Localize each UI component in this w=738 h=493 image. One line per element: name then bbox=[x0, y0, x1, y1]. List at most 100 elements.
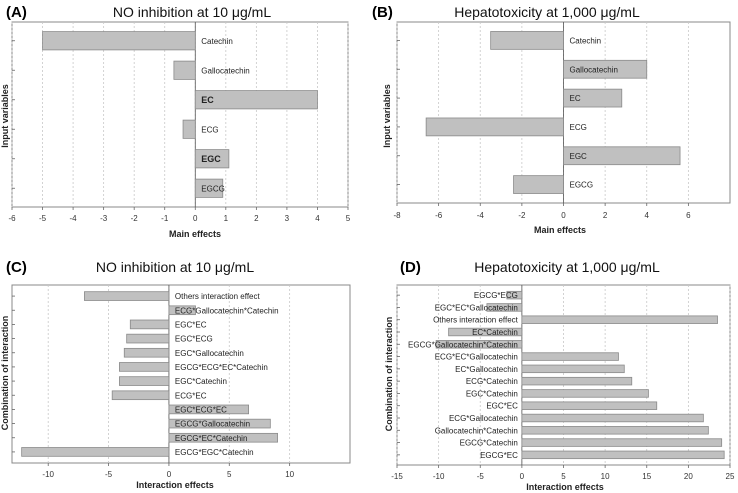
panel-c-bar bbox=[168, 418, 271, 429]
panel-d-xtick-label: 25 bbox=[726, 472, 735, 481]
panel-a-xtick-label: -6 bbox=[8, 214, 16, 223]
panel-a-category-label: EC bbox=[201, 95, 214, 105]
panel-d-category-label: EGC*EC bbox=[486, 402, 518, 411]
panel-d-bar bbox=[435, 340, 523, 349]
panel-d-xtick-label: -10 bbox=[433, 472, 445, 481]
panel-d-bar bbox=[521, 401, 658, 410]
panel-a-xtick-label: -1 bbox=[161, 214, 169, 223]
panel-c-category-label: ECG*EC bbox=[175, 391, 207, 400]
panel-a-xtick-label: -4 bbox=[70, 214, 78, 223]
panel-b-bar bbox=[563, 59, 648, 79]
panel-c-bar bbox=[111, 390, 170, 401]
panel-d-category-label: ECG*EC*Gallocatechin bbox=[435, 353, 518, 362]
panel-c-category-label: EGC*ECG*EC bbox=[175, 405, 227, 414]
panel-b-xtick-label: -4 bbox=[477, 211, 485, 220]
panel-a-xtick-label: 5 bbox=[346, 214, 351, 223]
panel-d-bar bbox=[506, 290, 523, 300]
panel-b-bar bbox=[490, 31, 564, 50]
panel-a-category-label: EGCG bbox=[201, 184, 225, 193]
panel-a-xtick-label: 1 bbox=[224, 214, 229, 223]
panel-c-xtick-label: -10 bbox=[42, 470, 54, 479]
panel-c-bar bbox=[119, 362, 170, 372]
panel-c-category-label: EGC*Catechin bbox=[175, 377, 227, 386]
panel-b-xlabel: Main effects bbox=[534, 225, 586, 235]
panel-a-bar bbox=[194, 178, 224, 198]
panel-b-category-label: Gallocatechin bbox=[570, 65, 618, 74]
panel-a-label: (A) bbox=[6, 4, 27, 21]
panel-d-xlabel: Interaction effects bbox=[526, 482, 604, 492]
panel-b: (B) Hepatotoxicity at 1,000 μg/mL Main e… bbox=[372, 4, 731, 235]
panel-c-category-label: EGC*EC bbox=[175, 320, 207, 329]
panel-a-title: NO inhibition at 10 μg/mL bbox=[113, 4, 271, 20]
panel-c-bar bbox=[21, 447, 170, 457]
panel-a-category-label: Catechin bbox=[201, 37, 233, 46]
panel-b-xtick-label: -6 bbox=[435, 211, 443, 220]
panel-a-xtick-label: -2 bbox=[131, 214, 139, 223]
panel-b-category-label: ECG bbox=[570, 123, 587, 132]
panel-d-category-label: ECG*Catechin bbox=[466, 377, 518, 386]
panel-c-bar bbox=[126, 333, 170, 344]
panel-a-bar bbox=[42, 31, 196, 51]
panel-a-category-label: ECG bbox=[201, 125, 218, 134]
panel-d-category-label: EGCG*EC bbox=[480, 451, 518, 460]
panel-d-plot: -15 -10 -5 0 5 10 15 20 25 EGCG*ECG EGC*EC*Galloca… bbox=[391, 284, 735, 481]
panel-c-category-label: EGC*ECG bbox=[175, 335, 213, 344]
panel-c-xtick-label: 10 bbox=[285, 470, 294, 479]
panel-a-bar bbox=[194, 149, 230, 169]
panel-b-category-label: EC bbox=[570, 94, 581, 103]
panel-a: (A) NO inhibition at 10 μg/mL Main effec… bbox=[0, 4, 351, 239]
panel-d-xtick-label: 0 bbox=[520, 472, 525, 481]
panel-d-bar bbox=[521, 450, 725, 460]
panel-b-bar bbox=[563, 146, 681, 166]
panel-b-title: Hepatotoxicity at 1,000 μg/mL bbox=[454, 4, 640, 20]
panel-c-xtick-label: 0 bbox=[167, 470, 172, 479]
panel-c-xtick-label: 5 bbox=[227, 470, 232, 479]
panel-b-plot: -8 -6 -4 -2 0 2 4 6 Catechin Gallocatechin EC ECG EG… bbox=[393, 21, 731, 220]
panel-d-category-label: Gallocatechin*Catechin bbox=[435, 426, 518, 435]
panel-d-category-label: EGC*Catechin bbox=[466, 389, 518, 398]
panel-b-category-label: Catechin bbox=[570, 36, 602, 45]
panel-d-xtick-label: -15 bbox=[391, 472, 403, 481]
panel-c-bar bbox=[84, 291, 170, 301]
panel-a-bar bbox=[173, 60, 196, 80]
panel-a-category-label: EGC bbox=[201, 154, 221, 164]
panel-d-xtick-label: 15 bbox=[642, 472, 651, 481]
panel-a-bar bbox=[194, 90, 318, 110]
panel-b-category-label: EGCG bbox=[570, 181, 594, 190]
panel-d-xtick-label: 20 bbox=[684, 472, 693, 481]
panel-a-xtick-label: -5 bbox=[39, 214, 47, 223]
panel-a-plot: -6 -5 -4 -3 -2 -1 0 1 2 3 4 5 Catechin Gallocatechin E… bbox=[8, 21, 351, 223]
panel-a-ylabel: Input variables bbox=[0, 84, 10, 148]
panel-c-category-label: EGC*Gallocatechin bbox=[175, 349, 244, 358]
panel-c-category-label: ECG*Gallocatechin*Catechin bbox=[175, 306, 279, 315]
panel-d-title: Hepatotoxicity at 1,000 μg/mL bbox=[474, 259, 660, 275]
panel-c-ylabel: Combination of interaction bbox=[0, 316, 10, 431]
panel-d-ylabel: Combination of interaction bbox=[384, 317, 394, 432]
panel-b-xtick-label: -8 bbox=[393, 211, 401, 220]
panel-a-bar bbox=[182, 119, 196, 139]
panel-c-category-label: Others interaction effect bbox=[175, 292, 261, 301]
panel-a-xtick-label: 3 bbox=[285, 214, 290, 223]
panel-a-xtick-label: -3 bbox=[100, 214, 108, 223]
panel-c-bar bbox=[119, 376, 170, 386]
panel-d-bar bbox=[521, 352, 619, 361]
panel-b-bar bbox=[425, 117, 564, 137]
panel-c-title: NO inhibition at 10 μg/mL bbox=[96, 259, 254, 275]
panel-c-bar bbox=[129, 319, 170, 330]
panel-b-xtick-label: 0 bbox=[561, 211, 566, 220]
panel-d-category-label: Others interaction effect bbox=[433, 316, 519, 325]
panel-d-category-label: EC*Gallocatechin bbox=[455, 365, 518, 374]
panel-d-bar bbox=[521, 364, 625, 374]
panel-b-ylabel: Input variables bbox=[382, 84, 392, 148]
panel-d-category-label: EGCG*ECG bbox=[474, 291, 518, 300]
panel-b-bar bbox=[563, 88, 623, 108]
panel-c-xlabel: Interaction effects bbox=[136, 480, 214, 490]
panel-d-bar bbox=[521, 426, 709, 435]
panel-d-category-label: ECG*Gallocatechin bbox=[449, 414, 518, 423]
panel-a-xtick-label: 0 bbox=[193, 214, 198, 223]
panel-b-xtick-label: 2 bbox=[603, 211, 608, 220]
panel-d-category-label: EGCG*Gallocatechin*Catechin bbox=[408, 340, 518, 349]
panel-d-category-label: EGC*EC*Gallocatechin bbox=[435, 303, 518, 312]
panel-c-bar bbox=[168, 305, 196, 316]
